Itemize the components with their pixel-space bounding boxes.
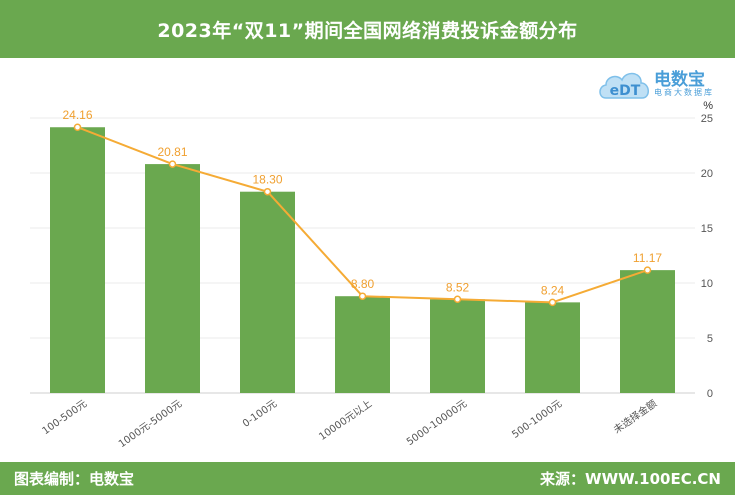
title-bar: 2023年“双11”期间全国网络消费投诉金额分布 [0, 0, 735, 58]
data-label: 20.81 [157, 145, 187, 159]
line-point [358, 292, 367, 300]
chart-title: 2023年“双11”期间全国网络消费投诉金额分布 [157, 19, 578, 42]
line-point [453, 295, 462, 304]
data-label: 8.52 [446, 280, 470, 294]
cloud-logo-icon: eDT [599, 72, 649, 99]
data-label: 24.16 [62, 108, 92, 122]
data-label: 18.30 [252, 173, 282, 187]
bar-line-chart: 24.16 20.81 18.30 8.80 8.52 8.24 11.17 0 5 10 15 2… [30, 100, 713, 450]
y-tick-label: 15 [701, 223, 713, 235]
logo-mark: eDT [610, 83, 641, 99]
y-tick-label: 20 [701, 168, 713, 180]
bar [430, 299, 485, 393]
bar [240, 191, 295, 393]
x-category-label: 5000-10000元 [405, 398, 469, 448]
data-label: 8.24 [541, 283, 565, 297]
line-point [548, 298, 557, 307]
x-category-label: 10000元以上 [317, 398, 375, 443]
data-label: 8.80 [351, 277, 375, 291]
logo-subtitle: 电商大数据库 [654, 88, 714, 97]
bar [50, 127, 105, 394]
y-tick-label: 25 [701, 113, 713, 125]
bar [620, 270, 675, 393]
line-point [73, 123, 82, 131]
bar [335, 296, 390, 393]
x-category-label: 未选择金额 [611, 397, 659, 436]
bar [145, 164, 200, 393]
data-label: 11.17 [633, 251, 662, 265]
footer-credit: 图表编制：电数宝 [14, 470, 135, 488]
y-tick-label: 10 [701, 278, 713, 290]
footer-bar: 图表编制：电数宝 来源：WWW.100EC.CN [0, 462, 735, 495]
footer-source: 来源：WWW.100EC.CN [540, 470, 721, 488]
y-tick-label: 0 [707, 388, 713, 400]
brand-logo: eDT 电数宝 电商大数据库 [596, 64, 712, 104]
logo-name: 电数宝 [654, 70, 705, 90]
bar [525, 302, 580, 393]
line-point [168, 160, 177, 168]
line-point [263, 187, 272, 196]
line-point [643, 266, 652, 274]
y-tick-label: 5 [707, 333, 713, 345]
x-category-label: 1000元-5000元 [117, 398, 184, 450]
x-category-label: 500-1000元 [510, 398, 564, 440]
x-category-label: 0-100元 [241, 398, 279, 429]
x-category-label: 100-500元 [40, 398, 89, 437]
y-axis-unit: % [703, 100, 713, 112]
